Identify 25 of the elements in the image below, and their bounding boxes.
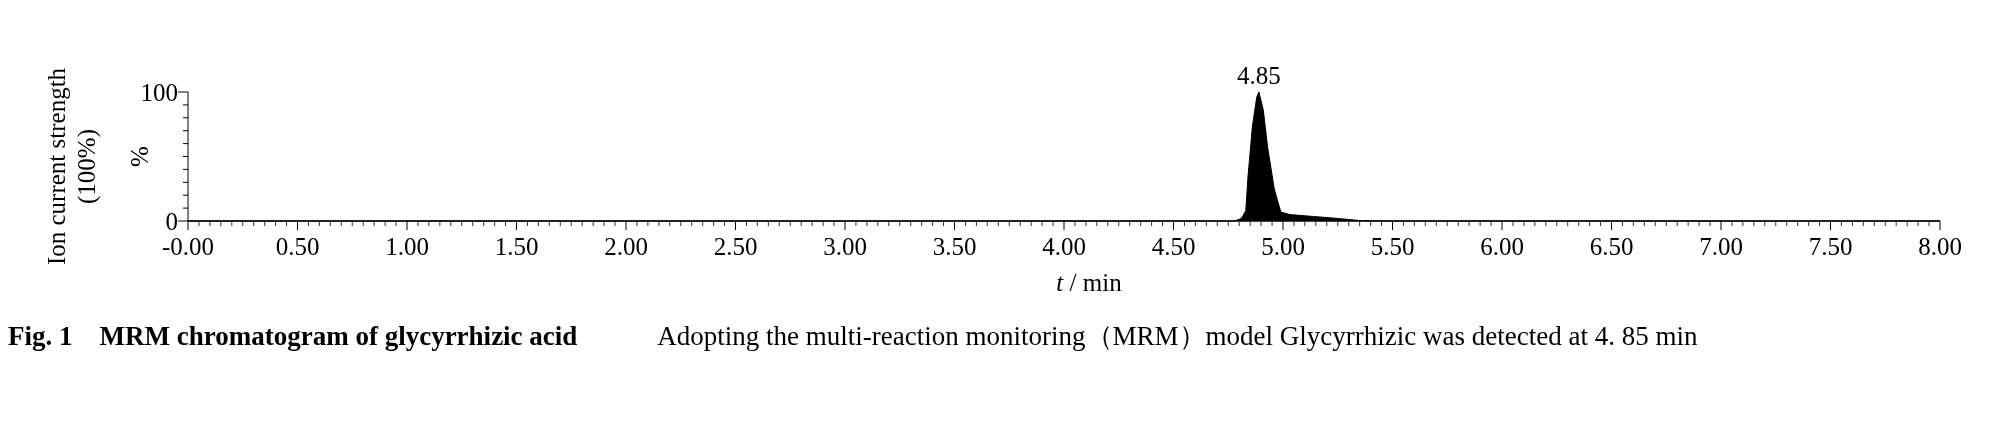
text: Adopting the multi-reaction monitoring（MRM）model Glycyrrhizic was detected at 4. 85 min xyxy=(657,321,1698,351)
x-tick-label: 0.50 xyxy=(275,233,320,260)
x-tick-label: 3.00 xyxy=(823,233,867,260)
x-tick-label: 4.00 xyxy=(1042,233,1086,260)
annotation: 4.85 xyxy=(1237,62,1281,89)
x-tick-label: -0.00 xyxy=(161,233,215,260)
x-tick-label: 1.00 xyxy=(385,233,429,260)
x-tick-label: 2.00 xyxy=(604,233,648,260)
x-tick-label: 8.00 xyxy=(1918,233,1962,260)
x-tick-label: 1.50 xyxy=(494,233,539,260)
text: Fig. 1 MRM chromatogram of glycyrrhizic acid xyxy=(8,321,578,351)
x-tick-label: 3.50 xyxy=(932,233,977,260)
x-tick-label: 7.50 xyxy=(1808,233,1853,260)
x-tick-label: 7.00 xyxy=(1699,233,1743,260)
x-tick-label: 5.00 xyxy=(1261,233,1305,260)
y-tick-label: 0 xyxy=(165,208,178,235)
x-tick-label: 2.50 xyxy=(713,233,758,260)
x-tick-label: 6.50 xyxy=(1589,233,1634,260)
x-tick-label: 5.50 xyxy=(1370,233,1415,260)
y-tick-label: 100 xyxy=(140,79,178,106)
text: % xyxy=(126,146,153,167)
x-tick-label: 4.50 xyxy=(1151,233,1196,260)
x-tick-label: 6.00 xyxy=(1480,233,1524,260)
y-axis-title: Ion current strength (100%) xyxy=(43,67,101,266)
x-axis-title: t / min xyxy=(1056,269,1123,296)
